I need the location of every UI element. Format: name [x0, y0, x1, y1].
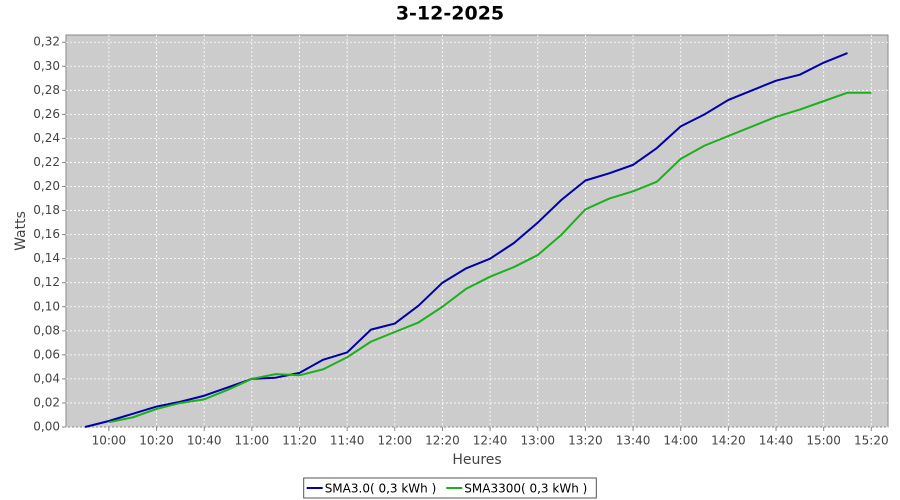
chart-title: 3-12-2025: [396, 3, 504, 25]
x-tick-label: 12:40: [473, 434, 508, 448]
x-tick-label: 14:00: [663, 434, 698, 448]
legend-label: SMA3300( 0,3 kWh ): [464, 482, 587, 496]
x-tick-label: 10:20: [139, 434, 174, 448]
y-tick-label: 0,06: [33, 347, 60, 361]
y-tick-label: 0,10: [33, 299, 60, 313]
y-tick-label: 0,30: [33, 59, 60, 73]
legend-label: SMA3.0( 0,3 kWh ): [325, 482, 437, 496]
x-tick-label: 13:20: [568, 434, 603, 448]
y-tick-label: 0,04: [33, 371, 60, 385]
y-tick-label: 0,12: [33, 275, 60, 289]
y-tick-label: 0,32: [33, 35, 60, 49]
x-tick-label: 11:40: [330, 434, 365, 448]
x-tick-label: 10:40: [187, 434, 222, 448]
x-tick-label: 14:40: [759, 434, 794, 448]
y-tick-label: 0,18: [33, 203, 60, 217]
y-tick-label: 0,08: [33, 323, 60, 337]
x-tick-label: 12:20: [425, 434, 460, 448]
series-line: [84, 52, 848, 428]
x-tick-label: 13:00: [520, 434, 555, 448]
x-tick-label: 13:40: [616, 434, 651, 448]
y-tick-label: 0,24: [33, 131, 60, 145]
legend: SMA3.0( 0,3 kWh ) SMA3300( 0,3 kWh ): [303, 477, 597, 499]
x-tick-label: 15:20: [854, 434, 889, 448]
y-tick-label: 0,14: [33, 251, 60, 265]
series-line: [108, 91, 872, 424]
x-axis-label: Heures: [452, 452, 501, 468]
y-tick-label: 0,22: [33, 155, 60, 169]
y-tick-label: 0,00: [33, 420, 60, 434]
x-tick-label: 10:00: [92, 434, 127, 448]
x-tick-label: 12:00: [378, 434, 413, 448]
x-tick-label: 14:20: [711, 434, 746, 448]
y-tick-label: 0,26: [33, 107, 60, 121]
x-tick-label: 11:00: [235, 434, 270, 448]
x-tick-label: 11:20: [282, 434, 317, 448]
y-axis-label: Watts: [13, 211, 29, 251]
plot-area: [65, 34, 889, 428]
y-tick-label: 0,16: [33, 227, 60, 241]
x-tick-label: 15:00: [806, 434, 841, 448]
y-tick-label: 0,02: [33, 395, 60, 409]
y-tick-label: 0,20: [33, 179, 60, 193]
y-tick-label: 0,28: [33, 83, 60, 97]
